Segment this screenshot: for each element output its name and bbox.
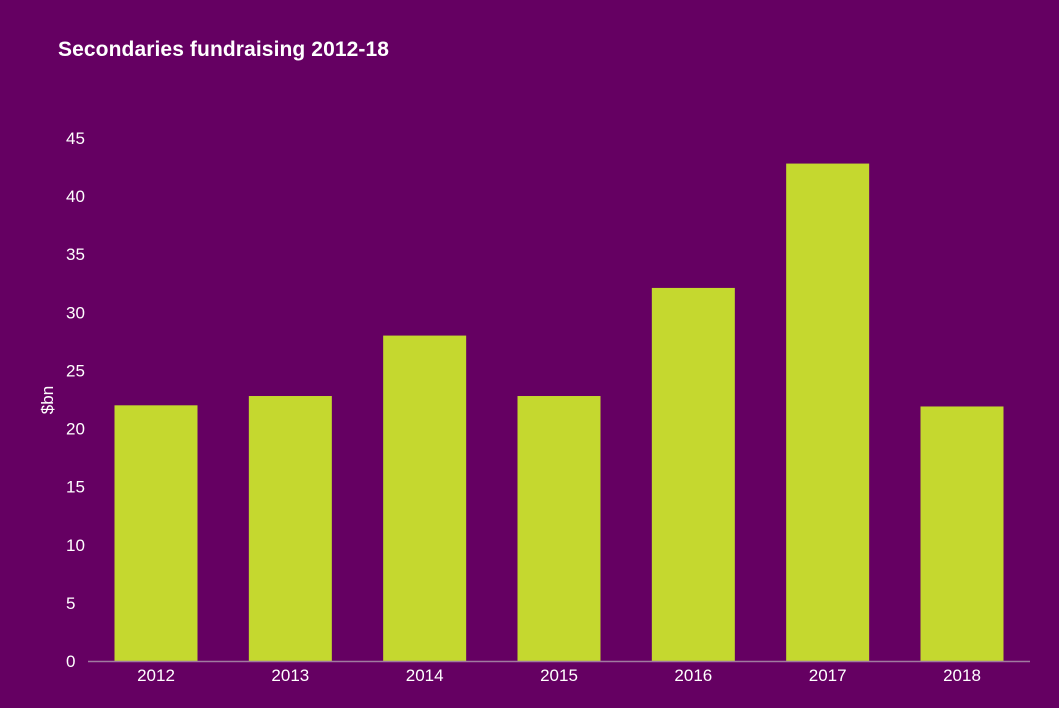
x-tick-label: 2012 [137, 666, 175, 685]
y-tick-label: 20 [66, 420, 85, 439]
x-axis-ticks: 2012 2013 2014 2015 2016 2017 2018 [137, 666, 981, 685]
bars-group [114, 163, 1004, 661]
bar-2016 [651, 287, 735, 661]
bar-2015 [517, 396, 601, 661]
bar-2012 [114, 405, 198, 661]
y-tick-label: 25 [66, 361, 85, 380]
bar-2017 [786, 163, 870, 661]
y-axis-label: $bn [38, 386, 57, 414]
y-axis-ticks: 0 5 10 15 20 25 30 35 40 45 [66, 129, 85, 671]
y-tick-label: 0 [66, 652, 75, 671]
y-tick-label: 15 [66, 478, 85, 497]
y-tick-label: 40 [66, 187, 85, 206]
x-tick-label: 2017 [809, 666, 847, 685]
bar-2018 [920, 406, 1004, 661]
y-tick-label: 45 [66, 129, 85, 148]
x-tick-label: 2015 [540, 666, 578, 685]
y-tick-label: 10 [66, 536, 85, 555]
x-tick-label: 2014 [406, 666, 444, 685]
x-tick-label: 2013 [271, 666, 309, 685]
bar-2013 [248, 396, 332, 661]
chart-title: Secondaries fundraising 2012-18 [58, 38, 390, 61]
x-tick-label: 2018 [943, 666, 981, 685]
y-tick-label: 35 [66, 245, 85, 264]
x-tick-label: 2016 [674, 666, 712, 685]
bar-2014 [383, 335, 467, 661]
y-tick-label: 5 [66, 594, 75, 613]
y-tick-label: 30 [66, 303, 85, 322]
